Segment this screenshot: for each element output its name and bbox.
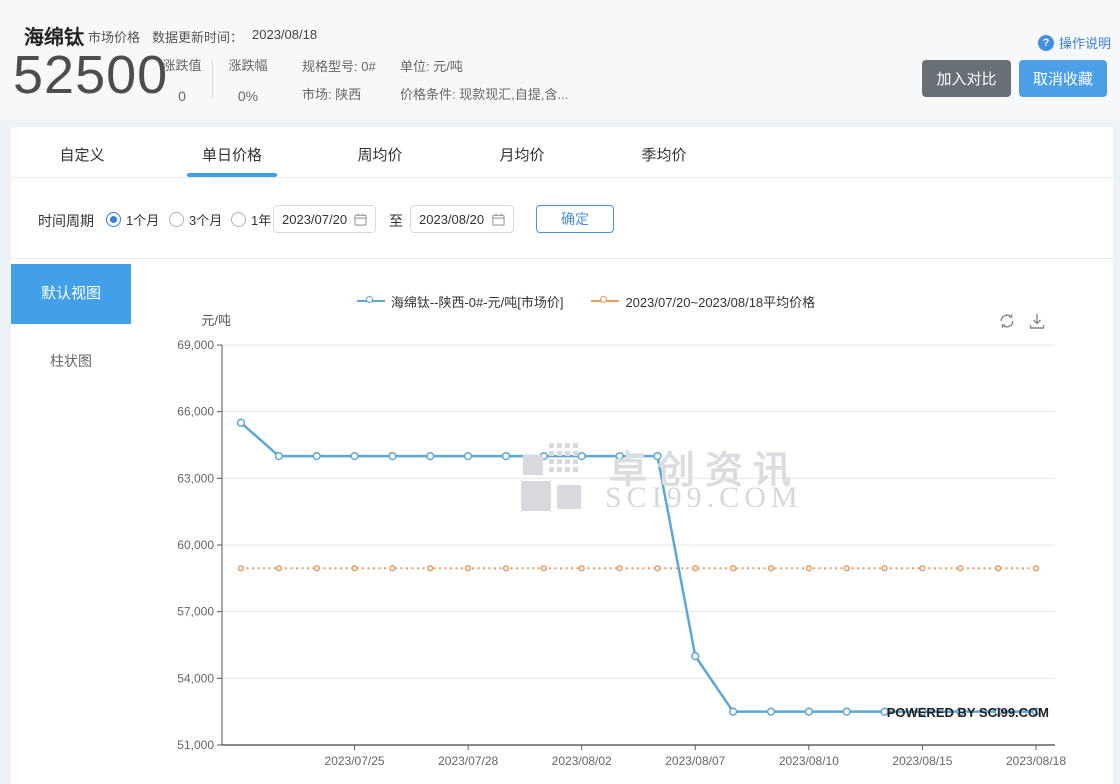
- svg-text:57,000: 57,000: [177, 605, 214, 619]
- product-header: 海绵钛 市场价格 数据更新时间： 2023/08/18 52500 涨跌值 0 …: [0, 0, 1120, 120]
- unfavorite-button[interactable]: 取消收藏: [1019, 60, 1107, 97]
- current-price: 52500: [13, 45, 169, 105]
- radio-1-month[interactable]: 1个月: [106, 210, 159, 229]
- calendar-icon: [354, 212, 367, 226]
- svg-text:69,000: 69,000: [177, 338, 214, 352]
- time-period-label: 时间周期: [38, 213, 94, 229]
- svg-text:2023/08/18: 2023/08/18: [1006, 754, 1066, 768]
- radio-icon: [231, 212, 246, 227]
- svg-text:2023/08/15: 2023/08/15: [892, 754, 952, 768]
- refresh-icon[interactable]: [997, 311, 1017, 331]
- question-icon: ?: [1038, 34, 1054, 51]
- tab-weekly-avg[interactable]: 周均价: [357, 147, 403, 164]
- calendar-icon: [492, 212, 505, 226]
- change-value-stat: 涨跌值 0: [150, 55, 214, 104]
- tab-custom[interactable]: 自定义: [59, 147, 105, 164]
- svg-text:2023/08/02: 2023/08/02: [552, 754, 612, 768]
- radio-icon: [106, 212, 121, 227]
- active-tab-indicator: [187, 173, 277, 177]
- update-time-label: 数据更新时间：: [152, 30, 244, 45]
- change-percent-stat: 涨跌幅 0%: [216, 55, 280, 104]
- view-bar-chart-button[interactable]: 柱状图: [50, 353, 92, 369]
- main-card: 自定义 单日价格 周均价 月均价 季均价 时间周期 1个月 3个月 1年 202…: [11, 127, 1113, 784]
- change-percent-label: 涨跌幅: [228, 58, 268, 73]
- svg-text:60,000: 60,000: [177, 538, 214, 552]
- price-line-chart[interactable]: 69,000 66,000 63,000 60,000 57,000 54,000 51,0…: [151, 338, 1071, 778]
- help-label: 操作说明: [1059, 36, 1112, 51]
- download-icon[interactable]: [1027, 311, 1047, 331]
- legend-label: 海绵钛--陕西-0#-元/吨[市场价]: [390, 294, 564, 310]
- radio-1-year[interactable]: 1年: [231, 210, 271, 229]
- start-date-input[interactable]: 2023/07/20: [273, 205, 376, 233]
- average-series: [237, 565, 1040, 572]
- end-date-input[interactable]: 2023/08/20: [410, 205, 514, 233]
- legend-marker-icon: [591, 296, 620, 307]
- radio-3-months[interactable]: 3个月: [169, 210, 222, 229]
- help-link[interactable]: ? 操作说明: [1038, 33, 1111, 52]
- legend-item[interactable]: 海绵钛--陕西-0#-元/吨[市场价]: [356, 292, 564, 311]
- svg-text:63,000: 63,000: [177, 471, 214, 485]
- y-axis-labels: 69,000 66,000 63,000 60,000 57,000 54,000 51,0…: [177, 338, 214, 752]
- spec-attr: 规格型号: 0#: [302, 59, 376, 74]
- svg-text:2023/08/07: 2023/08/07: [665, 754, 725, 768]
- chart-toolbar: [997, 311, 1047, 331]
- change-value-label: 涨跌值: [162, 58, 202, 73]
- change-value: 0: [178, 88, 186, 104]
- view-default-button[interactable]: 默认视图: [11, 264, 131, 324]
- legend-marker-icon: [356, 296, 385, 307]
- svg-text:54,000: 54,000: [177, 671, 214, 685]
- legend-label: 2023/07/20~2023/08/18平均价格: [625, 294, 816, 310]
- tab-daily-price[interactable]: 单日价格: [201, 147, 263, 164]
- to-label: 至: [389, 213, 403, 229]
- confirm-button[interactable]: 确定: [536, 205, 614, 233]
- grid-lines: [217, 344, 1055, 746]
- y-axis-unit-label: 元/吨: [201, 313, 231, 328]
- legend-item[interactable]: 2023/07/20~2023/08/18平均价格: [591, 292, 815, 311]
- svg-text:2023/07/28: 2023/07/28: [438, 754, 498, 768]
- price-series: [236, 418, 1041, 716]
- svg-text:66,000: 66,000: [177, 405, 214, 419]
- tab-monthly-avg[interactable]: 月均价: [499, 147, 545, 164]
- market-attr: 市场: 陕西: [302, 87, 362, 102]
- update-time-value: 2023/08/18: [252, 27, 318, 42]
- tabs-divider: [11, 177, 1113, 178]
- filter-divider: [11, 258, 1113, 259]
- product-title: 海绵钛: [24, 27, 84, 49]
- svg-text:2023/08/10: 2023/08/10: [779, 754, 839, 768]
- tab-quarterly-avg[interactable]: 季均价: [641, 147, 687, 164]
- svg-text:2023/07/25: 2023/07/25: [325, 754, 385, 768]
- powered-by-text: POWERED BY SCI99.COM: [886, 705, 1049, 720]
- add-compare-button[interactable]: 加入对比: [922, 60, 1011, 97]
- svg-text:51,000: 51,000: [177, 738, 214, 752]
- radio-icon: [169, 212, 184, 227]
- time-filter-row: 时间周期 1个月 3个月 1年 2023/07/20: [11, 205, 1113, 233]
- price-category-label: 市场价格: [88, 30, 141, 45]
- stat-divider: [212, 60, 213, 98]
- change-percent: 0%: [237, 88, 259, 104]
- unit-attr: 单位: 元/吨: [400, 59, 463, 74]
- condition-attr: 价格条件: 现款现汇,自提,含...: [400, 87, 569, 102]
- axes: [221, 345, 1055, 746]
- chart-legend: 海绵钛--陕西-0#-元/吨[市场价] 2023/07/20~2023/08/18…: [261, 289, 911, 313]
- x-axis-labels: 2023/07/25 2023/07/28 2023/08/02 2023/08/07…: [325, 745, 1066, 768]
